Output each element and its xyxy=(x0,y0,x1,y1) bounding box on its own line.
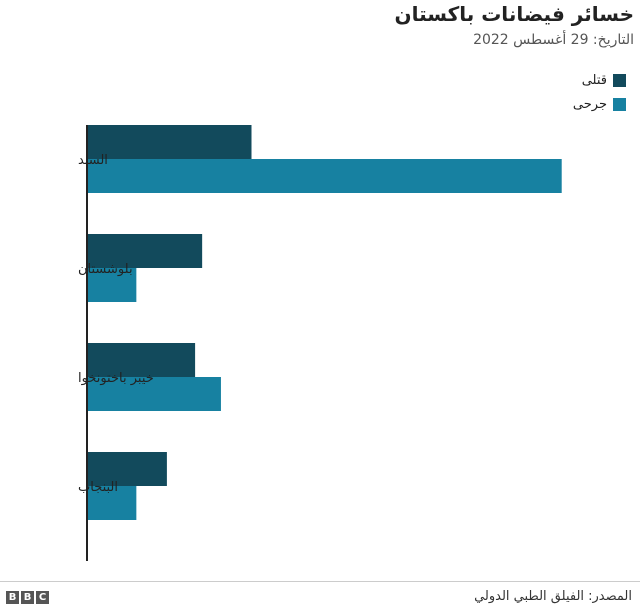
x-tick-label: 100 xyxy=(123,564,146,565)
legend-label-dead: قتلى xyxy=(581,72,607,88)
category-label: السند xyxy=(78,153,108,168)
bar-dead xyxy=(87,452,167,486)
footer-divider xyxy=(0,581,640,582)
bar-injured xyxy=(87,377,221,411)
category-label: بلوشستان xyxy=(78,262,133,277)
source-note: المصدر: الفيلق الطبي الدولي xyxy=(474,589,632,604)
legend-label-injured: جرحى xyxy=(572,96,607,112)
x-tick-label: 300 xyxy=(217,564,240,565)
x-tick-label: 700 xyxy=(405,564,428,565)
legend-item-dead: قتلى xyxy=(573,68,626,92)
x-tick-label: 800 xyxy=(452,564,475,565)
bbc-logo-letter: C xyxy=(36,591,49,604)
bar-injured xyxy=(87,159,562,193)
x-tick-label: 1100 xyxy=(589,564,620,565)
x-tick-label: 200 xyxy=(170,564,193,565)
bbc-logo-letter: B xyxy=(6,591,19,604)
x-tick-label: 400 xyxy=(264,564,287,565)
bbc-logo-letter: B xyxy=(21,591,34,604)
category-label: خيبر باختونخوا xyxy=(78,371,154,386)
legend-swatch-dead xyxy=(613,73,626,87)
bar-injured xyxy=(87,268,137,302)
x-tick-label: 900 xyxy=(499,564,522,565)
legend-item-injured: جرحى xyxy=(573,92,626,116)
x-tick-label: 500 xyxy=(311,564,334,565)
bar-injured xyxy=(87,486,137,520)
chart-title: خسائر فيضانات باكستان xyxy=(394,2,635,26)
bbc-logo: B B C xyxy=(6,591,49,604)
legend-swatch-injured xyxy=(613,97,626,111)
x-tick-label: 600 xyxy=(358,564,381,565)
x-tick-label: 1000 xyxy=(542,564,573,565)
legend: قتلى جرحى xyxy=(573,68,626,116)
bar-chart: السند بلوشستان خيبر باختونخوا البنجاب 0 100 20… xyxy=(78,125,620,565)
bar-dead xyxy=(87,343,196,377)
x-tick-label: 0 xyxy=(83,564,91,565)
chart-subtitle: التاريخ: 29 أغسطس 2022 xyxy=(473,32,634,48)
category-label: البنجاب xyxy=(78,480,118,495)
bar-dead xyxy=(87,125,252,159)
bar-dead xyxy=(87,234,203,268)
